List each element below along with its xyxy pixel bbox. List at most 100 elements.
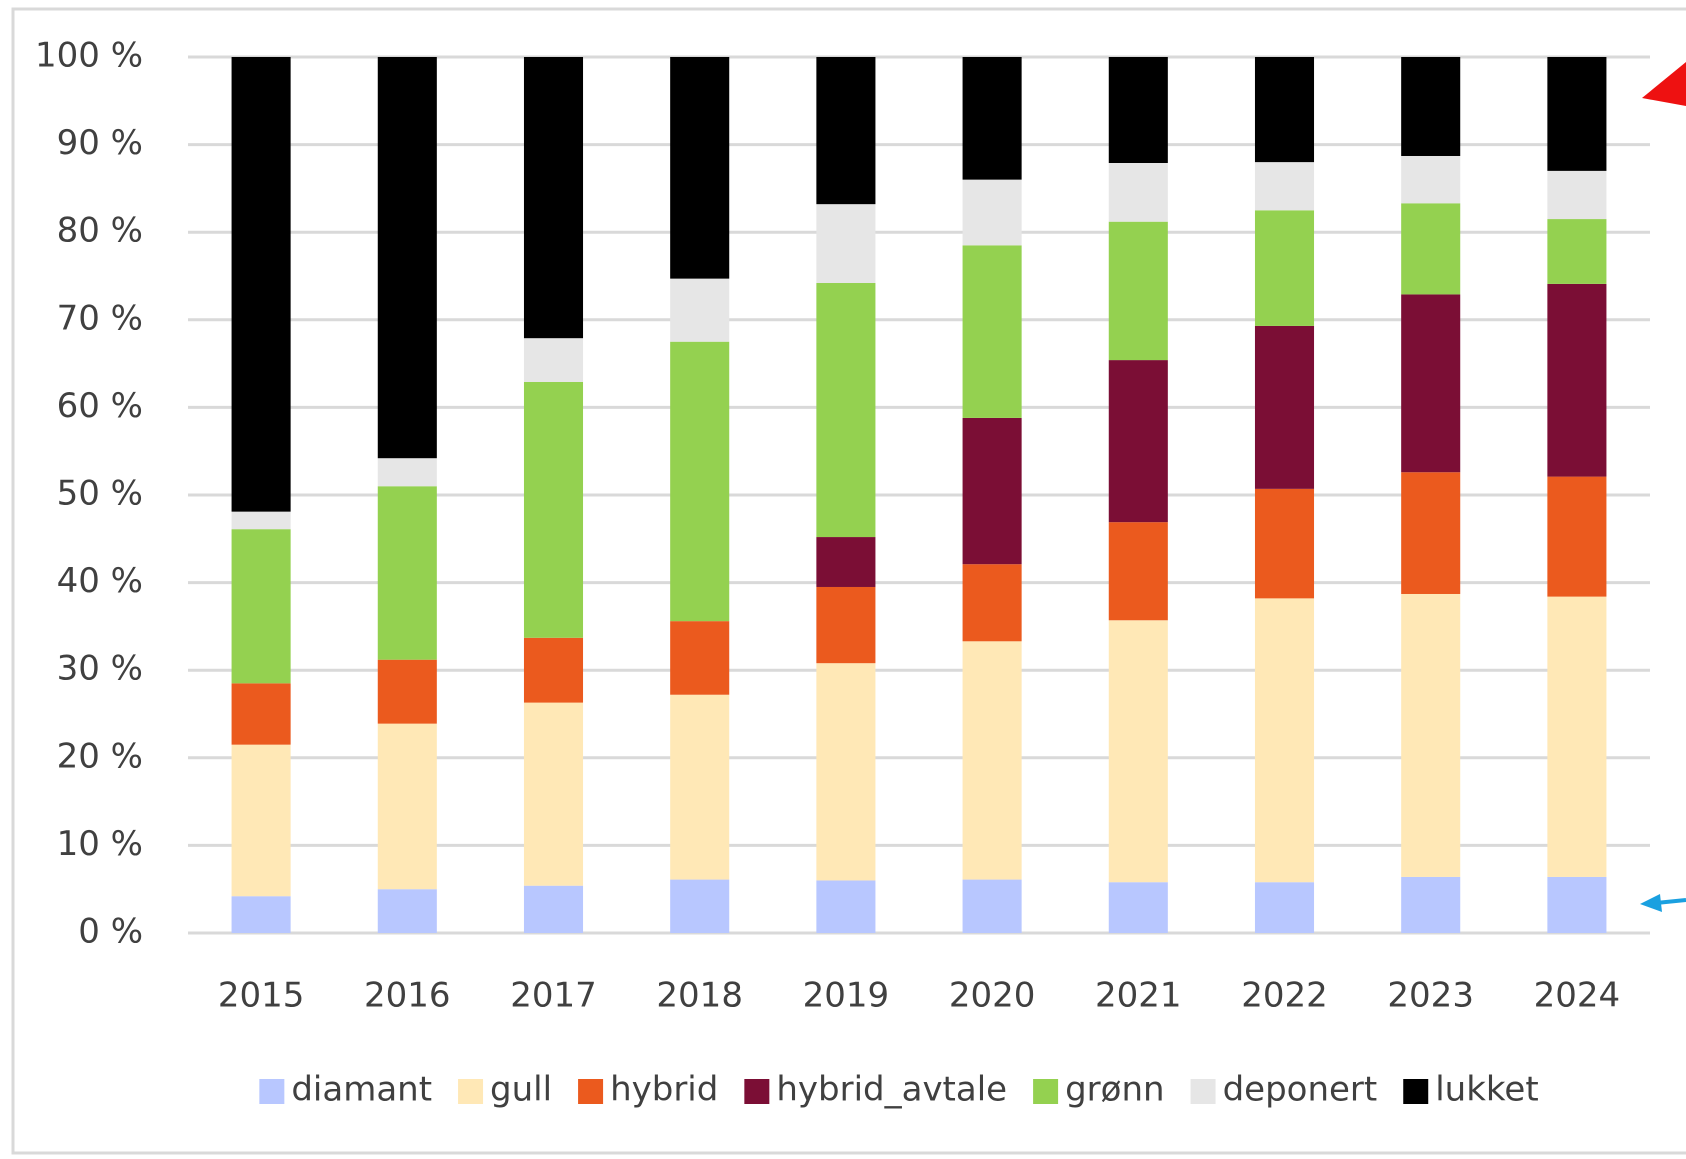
y-tick-label: 20 % (57, 736, 143, 776)
bar-segment (1108, 882, 1168, 933)
legend-label: hybrid_avtale (776, 1070, 1007, 1110)
bar-segment (1547, 476, 1607, 597)
legend-label: lukket (1435, 1070, 1538, 1110)
bar-segment (523, 702, 584, 886)
legend-label: hybrid (610, 1070, 718, 1110)
bar-segment (523, 381, 584, 638)
legend-label: gull (490, 1070, 552, 1110)
blue-arrow (1640, 894, 1686, 912)
y-tick-label: 10 % (57, 824, 143, 864)
x-tick-label: 2023 (1387, 976, 1474, 1016)
x-tick-label: 2021 (1095, 976, 1182, 1016)
bar-segment (1547, 170, 1607, 220)
bar-segment (1401, 593, 1461, 877)
bar-segment (377, 723, 437, 890)
y-tick-label: 100 % (35, 36, 143, 76)
bar-segment (816, 880, 876, 933)
bar-segment (377, 57, 437, 459)
bar-segment (816, 283, 876, 538)
legend-label: deponert (1223, 1070, 1378, 1110)
blue-arrow-shaft (1655, 898, 1686, 905)
bar-segment (1108, 221, 1168, 361)
bar-segment (962, 179, 1022, 246)
bar-segment (1254, 162, 1315, 211)
bar-segment (1254, 325, 1315, 489)
bar-segment (1254, 882, 1315, 933)
bar-segment (962, 245, 1022, 418)
bar-segment (377, 486, 437, 660)
y-tick-label: 90 % (57, 123, 143, 163)
bar-segment (1547, 596, 1607, 877)
y-tick-label: 70 % (57, 298, 143, 338)
bar-segment (523, 885, 584, 933)
x-tick-label: 2015 (218, 976, 305, 1016)
bar-segment (962, 641, 1022, 880)
chart-border (11, 7, 1686, 1155)
x-tick-label: 2022 (1241, 976, 1328, 1016)
bar-segment (1254, 210, 1315, 326)
bar-segment (1401, 57, 1461, 156)
legend-label: grønn (1065, 1070, 1164, 1110)
bar-segment (816, 586, 876, 664)
x-tick-label: 2019 (803, 976, 890, 1016)
bar-segment (962, 417, 1022, 565)
legend-label: diamant (291, 1070, 432, 1110)
bar-segment (962, 879, 1022, 933)
bar-segment (816, 57, 876, 205)
red-arrow (1642, 62, 1686, 106)
bar-segment (1108, 620, 1168, 883)
legend-swatch (1403, 1079, 1429, 1104)
bar-segment (1401, 155, 1461, 204)
bar-segment (231, 57, 291, 512)
bar-segment (1401, 472, 1461, 594)
legend: diamant gull hybrid hybrid_avtale grønn depon… (259, 1070, 1539, 1110)
legend-swatch (458, 1079, 484, 1104)
bar-segment (1401, 203, 1461, 295)
bar-segment (670, 278, 730, 342)
bar-segment (523, 637, 584, 703)
y-tick-label: 0 % (78, 912, 143, 952)
x-tick-label: 2016 (364, 976, 451, 1016)
legend-swatch (1190, 1079, 1216, 1104)
bar-segment (1547, 876, 1607, 933)
bar-segment (670, 879, 730, 933)
bar-segment (816, 537, 876, 587)
y-tick-label: 40 % (57, 561, 143, 601)
bar-segment (962, 57, 1022, 180)
bar-segment (1254, 598, 1315, 883)
bar-segment (1108, 57, 1168, 163)
bar-segment (1547, 219, 1607, 284)
legend-swatch (1033, 1079, 1059, 1104)
bar-segment (670, 57, 730, 279)
bar-segment (523, 57, 584, 339)
bar-segment (1108, 360, 1168, 523)
y-tick-label: 60 % (57, 386, 143, 426)
bar-segment (1108, 162, 1168, 222)
bar-segment (816, 663, 876, 881)
bar-segment (377, 458, 437, 487)
bar-segment (1547, 283, 1607, 477)
bar-segment (1401, 876, 1461, 933)
bar-segment (523, 338, 584, 382)
bar-segment (670, 341, 730, 622)
bar-segment (231, 896, 291, 933)
bar-segment (670, 621, 730, 695)
y-tick-label: 30 % (57, 649, 143, 689)
x-tick-label: 2024 (1534, 976, 1621, 1016)
bar-segment (1547, 57, 1607, 171)
bar-segment (377, 659, 437, 724)
bar-segment (231, 529, 291, 684)
red-arrow-head (1642, 62, 1686, 106)
legend-swatch (744, 1079, 770, 1104)
legend-swatch (578, 1079, 604, 1104)
bar-segment (1254, 488, 1315, 599)
y-tick-label: 50 % (57, 474, 143, 514)
x-tick-label: 2020 (949, 976, 1036, 1016)
legend-swatch (259, 1079, 285, 1104)
bar-segment (816, 204, 876, 284)
bar-segment (670, 694, 730, 880)
x-tick-label: 2018 (656, 976, 743, 1016)
bar-segment (1254, 57, 1315, 163)
bar-segment (377, 889, 437, 933)
